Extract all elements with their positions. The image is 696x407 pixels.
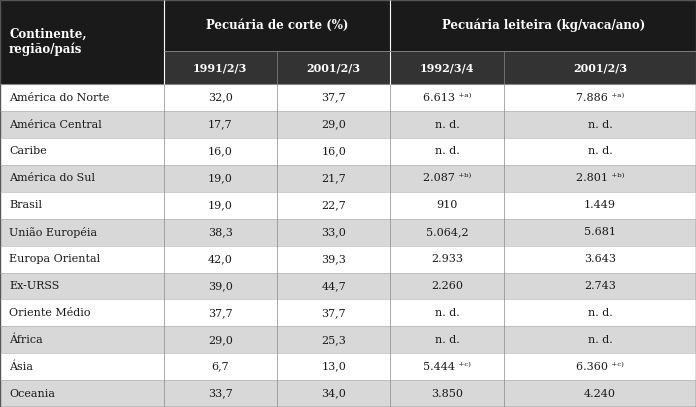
Text: 19,0: 19,0 xyxy=(208,200,232,210)
Text: América do Sul: América do Sul xyxy=(9,173,95,184)
Text: Oceania: Oceania xyxy=(9,389,55,398)
Text: 42,0: 42,0 xyxy=(208,254,232,264)
Text: 2.801 ⁺ᵇ⁾: 2.801 ⁺ᵇ⁾ xyxy=(576,173,624,184)
Text: 6.360 ⁺ᶜ⁾: 6.360 ⁺ᶜ⁾ xyxy=(576,362,624,372)
Text: Ásia: Ásia xyxy=(9,361,33,372)
Bar xyxy=(0,165,696,192)
Text: 5.681: 5.681 xyxy=(584,227,616,237)
Text: 6.613 ⁺ᵃ⁾: 6.613 ⁺ᵃ⁾ xyxy=(423,93,471,103)
Bar xyxy=(164,51,696,84)
Text: 2.260: 2.260 xyxy=(432,281,463,291)
Text: 2.743: 2.743 xyxy=(584,281,616,291)
Text: 6,7: 6,7 xyxy=(212,362,229,372)
Bar xyxy=(0,380,696,407)
Text: 37,7: 37,7 xyxy=(322,93,346,103)
Text: 38,3: 38,3 xyxy=(208,227,232,237)
Bar xyxy=(0,273,696,300)
Text: n. d.: n. d. xyxy=(587,335,612,345)
Bar xyxy=(0,219,696,246)
Text: América Central: América Central xyxy=(9,120,102,129)
Text: Europa Oriental: Europa Oriental xyxy=(9,254,100,264)
Text: 2001/2/3: 2001/2/3 xyxy=(307,62,361,73)
Text: África: África xyxy=(9,335,42,345)
Text: 29,0: 29,0 xyxy=(322,120,346,129)
Text: 1.449: 1.449 xyxy=(584,200,616,210)
Bar xyxy=(0,84,696,111)
Text: 5.064,2: 5.064,2 xyxy=(426,227,468,237)
Text: 2.933: 2.933 xyxy=(432,254,463,264)
Text: 3.643: 3.643 xyxy=(584,254,616,264)
Text: 19,0: 19,0 xyxy=(208,173,232,184)
Text: 2.087 ⁺ᵇ⁾: 2.087 ⁺ᵇ⁾ xyxy=(423,173,471,184)
Text: 13,0: 13,0 xyxy=(322,362,346,372)
Bar xyxy=(0,0,164,84)
Text: 16,0: 16,0 xyxy=(322,147,346,156)
Text: 16,0: 16,0 xyxy=(208,147,232,156)
Text: 33,7: 33,7 xyxy=(208,389,232,398)
Text: 17,7: 17,7 xyxy=(208,120,232,129)
Bar xyxy=(0,246,696,273)
Text: n. d.: n. d. xyxy=(435,308,459,318)
Text: 32,0: 32,0 xyxy=(208,93,232,103)
Text: n. d.: n. d. xyxy=(435,147,459,156)
Text: n. d.: n. d. xyxy=(587,308,612,318)
Text: União Européia: União Européia xyxy=(9,227,97,238)
Bar xyxy=(0,326,696,353)
Text: 33,0: 33,0 xyxy=(322,227,346,237)
Text: 1991/2/3: 1991/2/3 xyxy=(193,62,248,73)
Text: Caribe: Caribe xyxy=(9,147,47,156)
Text: 1992/3/4: 1992/3/4 xyxy=(420,62,475,73)
Text: Continente,
região/país: Continente, região/país xyxy=(9,28,86,57)
Text: Oriente Médio: Oriente Médio xyxy=(9,308,90,318)
Text: Pecuária de corte (%): Pecuária de corte (%) xyxy=(206,19,348,32)
Text: América do Norte: América do Norte xyxy=(9,93,109,103)
Bar xyxy=(0,138,696,165)
Bar xyxy=(0,300,696,326)
Text: n. d.: n. d. xyxy=(587,120,612,129)
Bar xyxy=(0,353,696,380)
Text: 7.886 ⁺ᵃ⁾: 7.886 ⁺ᵃ⁾ xyxy=(576,93,624,103)
Text: Brasil: Brasil xyxy=(9,200,42,210)
Bar xyxy=(0,111,696,138)
Text: Ex-URSS: Ex-URSS xyxy=(9,281,59,291)
Text: 37,7: 37,7 xyxy=(322,308,346,318)
Text: n. d.: n. d. xyxy=(587,147,612,156)
Bar xyxy=(0,0,696,51)
Text: 910: 910 xyxy=(436,200,458,210)
Text: 25,3: 25,3 xyxy=(322,335,346,345)
Text: n. d.: n. d. xyxy=(435,335,459,345)
Text: 3.850: 3.850 xyxy=(432,389,463,398)
Text: Pecuária leiteira (kg/vaca/ano): Pecuária leiteira (kg/vaca/ano) xyxy=(441,19,645,32)
Text: 2001/2/3: 2001/2/3 xyxy=(573,62,627,73)
Text: 37,7: 37,7 xyxy=(208,308,232,318)
Text: 22,7: 22,7 xyxy=(322,200,346,210)
Text: 21,7: 21,7 xyxy=(322,173,346,184)
Text: 29,0: 29,0 xyxy=(208,335,232,345)
Text: 44,7: 44,7 xyxy=(322,281,346,291)
Text: 39,0: 39,0 xyxy=(208,281,232,291)
Text: 34,0: 34,0 xyxy=(322,389,346,398)
Text: n. d.: n. d. xyxy=(435,120,459,129)
Text: 39,3: 39,3 xyxy=(322,254,346,264)
Text: 4.240: 4.240 xyxy=(584,389,616,398)
Text: 5.444 ⁺ᶜ⁾: 5.444 ⁺ᶜ⁾ xyxy=(423,362,471,372)
Bar xyxy=(0,192,696,219)
